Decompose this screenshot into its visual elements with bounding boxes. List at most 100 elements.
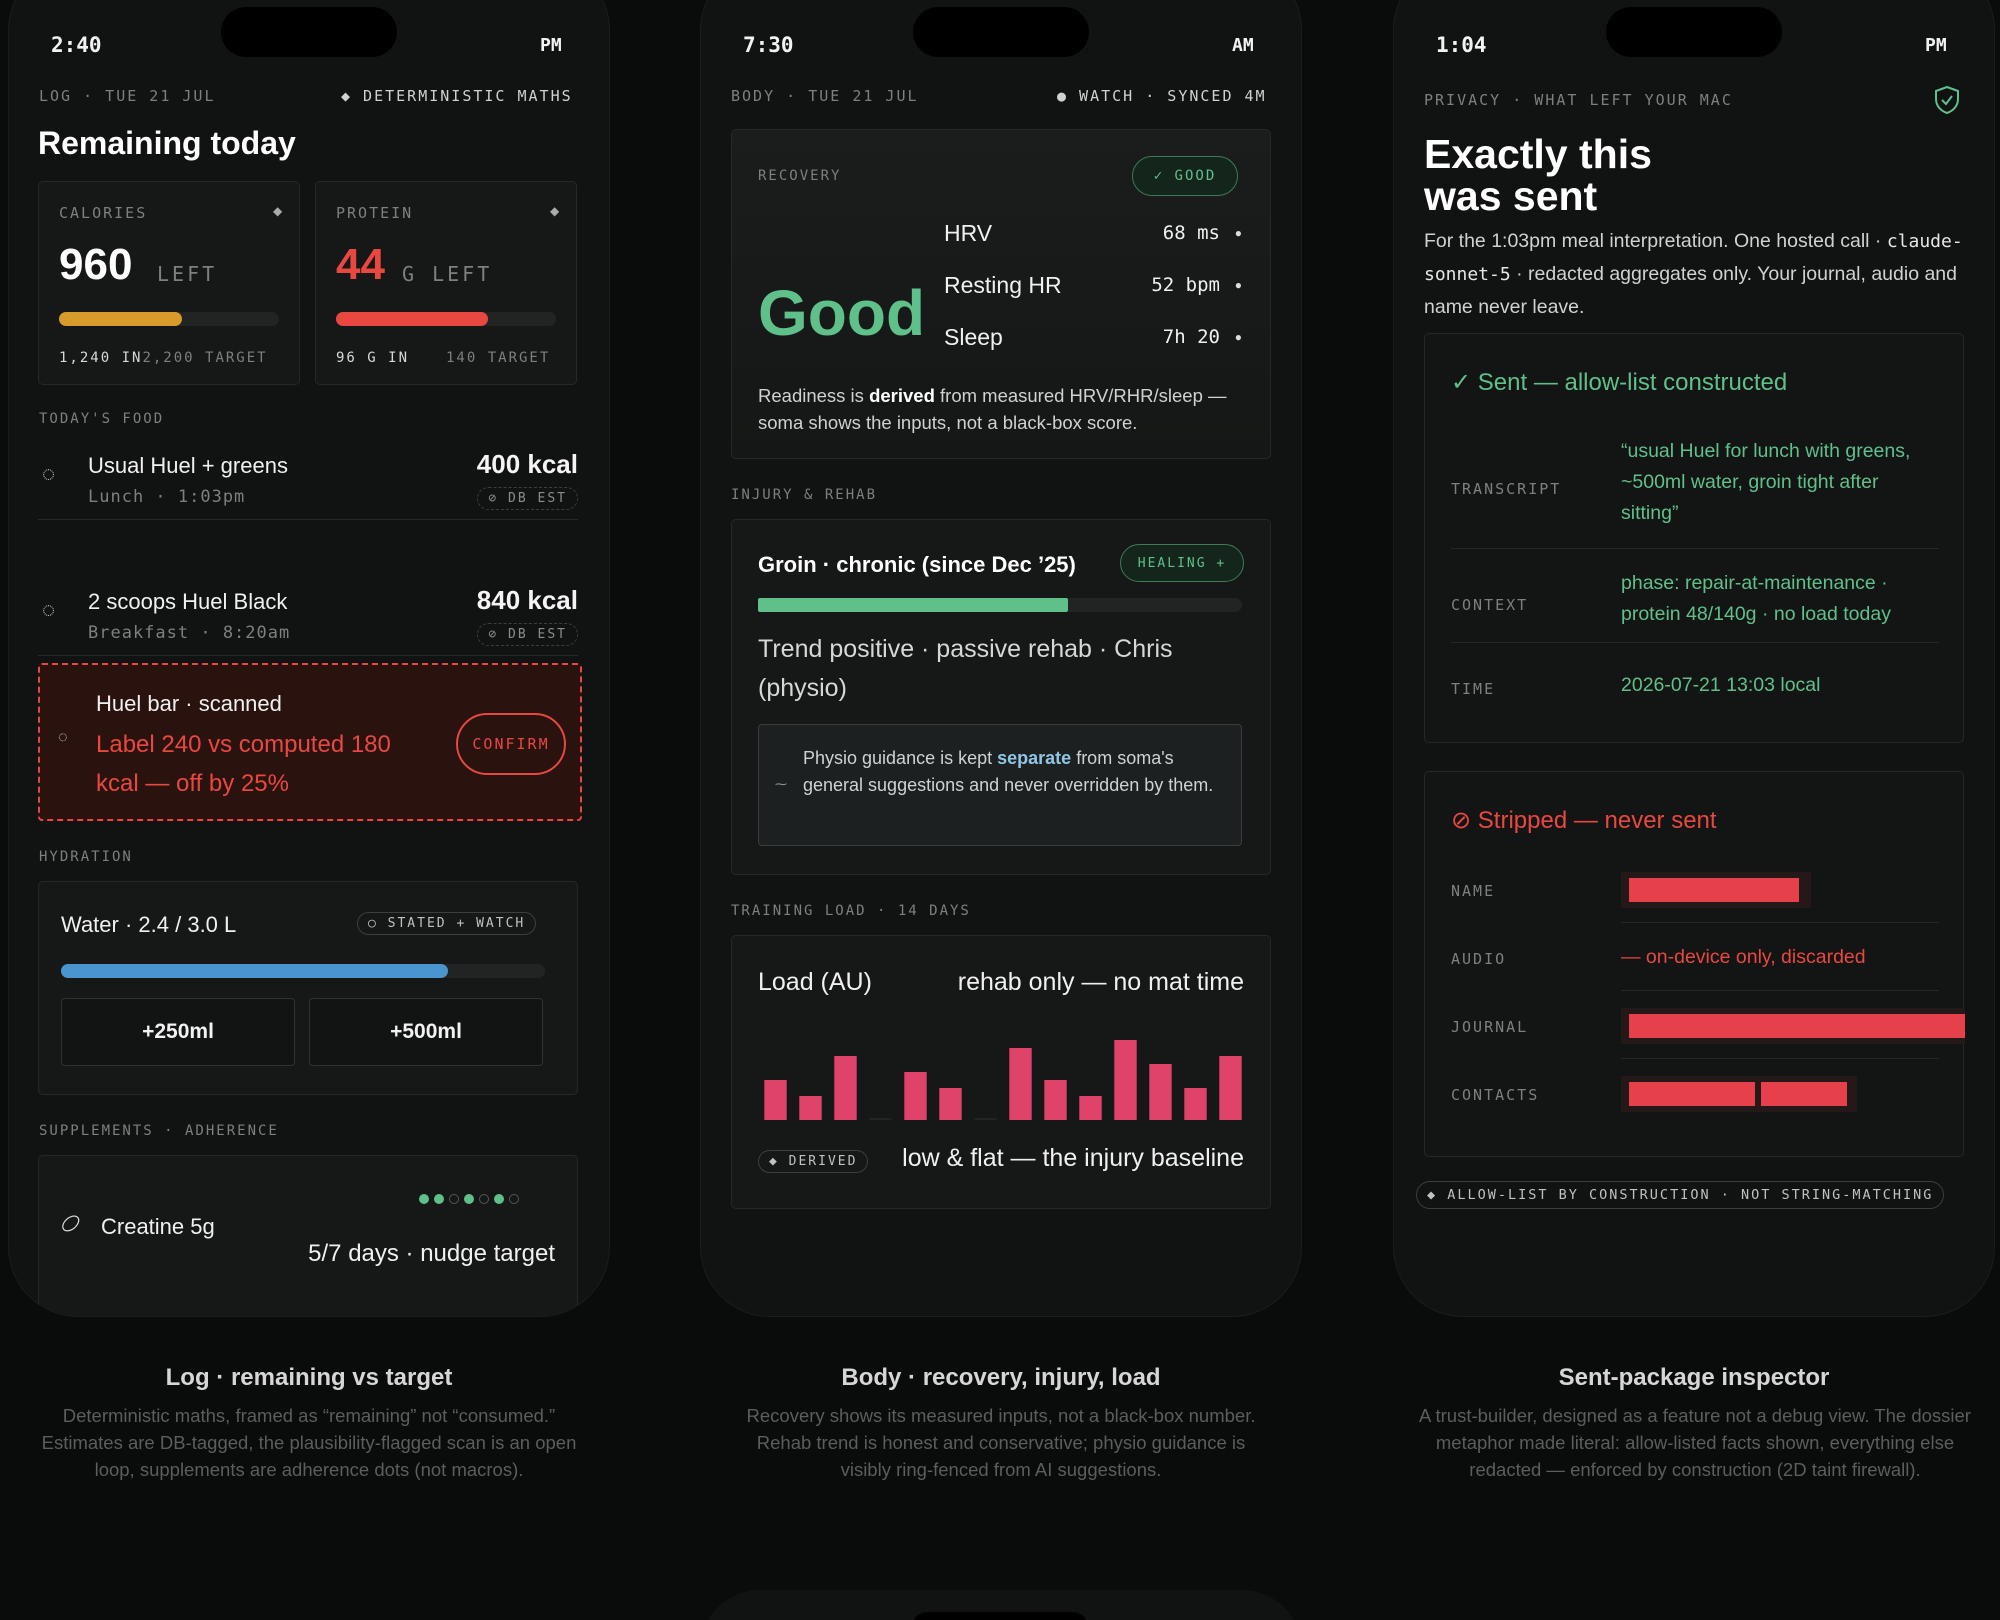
load-bar — [764, 1080, 787, 1120]
load-bar — [1044, 1080, 1067, 1120]
status-dot-icon: ● — [1234, 278, 1242, 292]
calories-label: CALORIES — [59, 204, 148, 222]
physio-guidance-text: Physio guidance is kept separate from so… — [803, 748, 1214, 795]
calories-unit: LEFT — [157, 262, 218, 286]
protein-card[interactable]: PROTEIN ◆ 44 G LEFT 96 G IN 140 TARGET — [315, 181, 577, 385]
adherence-dot-filled — [419, 1194, 429, 1204]
db-estimate-chip: ⊘ DB EST — [477, 623, 578, 646]
supplement-detail: 5/7 days · nudge target — [308, 1240, 555, 1267]
derived-chip: ◆ DERIVED — [758, 1150, 869, 1173]
water-label: Water · 2.4 / 3.0 L — [61, 912, 237, 937]
diamond-icon: ◆ — [273, 204, 283, 218]
protein-value: 44 — [336, 240, 385, 289]
chart-annotation: rehab only — no mat time — [957, 968, 1244, 996]
privacy-intro: For the 1:03pm meal interpretation. One … — [1424, 230, 1963, 318]
recovery-label: RECOVERY — [758, 168, 842, 184]
adherence-dot-filled — [494, 1194, 504, 1204]
supplement-card[interactable]: ⬭ Creatine 5g 5/7 days · nudge target — [38, 1155, 578, 1316]
diamond-icon: ◆ — [550, 204, 560, 218]
pill-icon: ⬭ — [54, 1206, 88, 1241]
recovery-card[interactable]: RECOVERY ✓ GOOD Good HRV 68 ms ● Resting… — [731, 129, 1271, 459]
add-250ml-button[interactable]: +250ml — [61, 998, 295, 1066]
load-bar — [939, 1088, 962, 1120]
drop-icon: ◌ — [42, 461, 56, 486]
phone-log-screen: 2:40 PM LOG · TUE 21 JUL ◆ DETERMINISTIC… — [8, 0, 610, 1317]
shield-check-icon — [1935, 85, 1959, 115]
load-bar — [1184, 1088, 1207, 1120]
divider — [38, 519, 578, 520]
calories-target: 2,200 TARGET — [142, 350, 268, 366]
stated-watch-chip: ○ STATED + WATCH — [357, 912, 537, 935]
status-time: 2:40 — [51, 33, 102, 57]
protein-target: 140 TARGET — [446, 350, 551, 366]
metric-rhr-label: Resting HR — [944, 272, 1062, 298]
row-label: TRANSCRIPT — [1451, 480, 1562, 498]
sent-package-card: ✓ Sent — allow-list constructed TRANSCRI… — [1424, 333, 1964, 743]
add-500ml-button[interactable]: +500ml — [309, 998, 543, 1066]
next-phone-preview — [700, 1590, 1302, 1620]
water-progress-bar — [61, 964, 545, 978]
screen-header-left: PRIVACY · WHAT LEFT YOUR MAC — [1424, 91, 1733, 109]
flagged-scan-item[interactable]: ◌ Huel bar · scanned Label 240 vs comput… — [38, 663, 582, 821]
food-kcal: 400 kcal — [476, 449, 578, 479]
recovery-note: Readiness is derived from measured HRV/R… — [758, 385, 1227, 433]
row-label: AUDIO — [1451, 950, 1507, 968]
phone-body-screen: 7:30 AM BODY · TUE 21 JUL ● WATCH · SYNC… — [700, 0, 1302, 1317]
load-bar — [1114, 1040, 1137, 1120]
adherence-dots — [419, 1194, 519, 1204]
status-time: 7:30 — [743, 33, 794, 57]
calories-progress-fill — [59, 312, 183, 326]
calories-progress-bar — [59, 312, 279, 326]
load-bar — [1219, 1056, 1242, 1120]
load-bar — [974, 1118, 997, 1120]
dynamic-island — [221, 7, 397, 57]
page-title: Exactly this was sent — [1424, 131, 1652, 219]
injury-progress-fill — [758, 598, 1068, 612]
training-load-chart — [764, 1040, 1242, 1120]
supplement-name: Creatine 5g — [101, 1214, 215, 1239]
metric-hrv-label: HRV — [944, 220, 993, 246]
adherence-dot-empty — [509, 1194, 519, 1204]
caption-body-log: Deterministic maths, framed as “remainin… — [41, 1405, 577, 1480]
screen-header-left: LOG · TUE 21 JUL — [39, 87, 216, 105]
row-label: CONTEXT — [1451, 596, 1529, 614]
injury-progress-bar — [758, 598, 1242, 612]
drop-icon: ◌ — [42, 597, 56, 622]
page-title: Remaining today — [38, 125, 296, 161]
caption-body-body: Recovery shows its measured inputs, not … — [746, 1405, 1256, 1480]
sent-title: ✓ Sent — allow-list constructed — [1451, 369, 1788, 396]
transcript-value: “usual Huel for lunch with greens, ~500m… — [1621, 440, 1911, 524]
redacted-contacts — [1629, 1082, 1755, 1106]
chart-title: Load (AU) — [758, 968, 872, 996]
confirm-button[interactable]: CONFIRM — [456, 713, 566, 775]
screen-header-left: BODY · TUE 21 JUL — [731, 87, 919, 105]
divider — [38, 655, 578, 656]
load-bar — [799, 1096, 822, 1120]
list-item-food[interactable]: ◌ 2 scoops Huel Black Breakfast · 8:20am… — [38, 555, 578, 655]
calories-value: 960 — [59, 240, 133, 289]
section-training-load: TRAINING LOAD · 14 DAYS — [731, 903, 971, 919]
dynamic-island — [912, 1612, 1088, 1620]
section-hydration: HYDRATION — [39, 849, 133, 865]
redacted-name — [1629, 878, 1799, 902]
metric-rhr-value: 52 bpm — [1151, 274, 1220, 296]
load-bar — [869, 1118, 892, 1120]
injury-title: Groin · chronic (since Dec ’25) — [758, 552, 1076, 577]
redacted-journal — [1629, 1014, 1965, 1038]
phone-privacy-screen: 1:04 PM PRIVACY · WHAT LEFT YOUR MAC Exa… — [1393, 0, 1995, 1317]
section-supplements: SUPPLEMENTS · ADHERENCE — [39, 1123, 279, 1139]
db-estimate-chip: ⊘ DB EST — [477, 487, 578, 510]
food-name: 2 scoops Huel Black — [88, 589, 288, 614]
caption-title-log: Log · remaining vs target — [165, 1364, 453, 1391]
calories-card[interactable]: CALORIES ◆ 960 LEFT 1,240 IN2,200 TARGET — [38, 181, 300, 385]
protein-label: PROTEIN — [336, 204, 414, 222]
status-ampm: PM — [1925, 35, 1947, 56]
food-kcal: 840 kcal — [476, 585, 578, 615]
list-item-food[interactable]: ◌ Usual Huel + greens Lunch · 1:03pm 400… — [38, 419, 578, 519]
injury-card[interactable]: Groin · chronic (since Dec ’25) HEALING … — [731, 519, 1271, 875]
food-subtitle: Breakfast · 8:20am — [88, 623, 291, 643]
adherence-dot-filled — [464, 1194, 474, 1204]
context-value: phase: repair-at-maintenance · protein 4… — [1621, 572, 1891, 625]
metric-sleep-label: Sleep — [944, 324, 1003, 350]
status-dot-icon: ● — [1234, 226, 1242, 240]
